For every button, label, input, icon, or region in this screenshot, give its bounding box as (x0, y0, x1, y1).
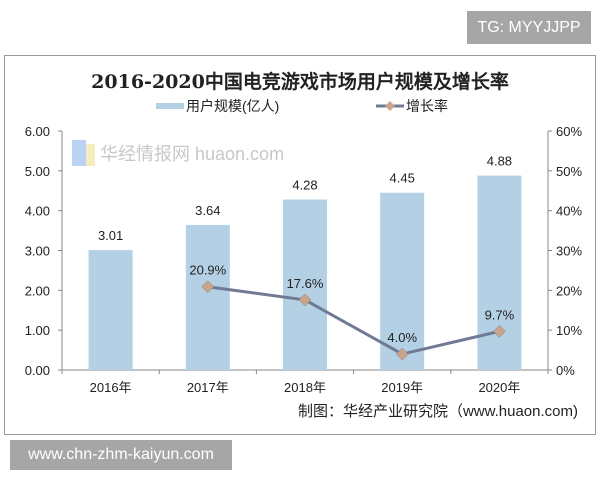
chart-title: 2016-2020中国电竞游戏市场用户规模及增长率 (91, 70, 509, 93)
growth-data-label: 20.9% (189, 263, 226, 278)
left-tick-label: 1.00 (25, 323, 50, 338)
growth-marker (395, 347, 409, 361)
x-tick-label: 2016年 (90, 380, 132, 395)
right-tick-label: 60% (556, 124, 582, 139)
tg-watermark-badge: TG: MYYJJPP (467, 11, 591, 44)
bar (477, 175, 522, 370)
legend-bar-label: 用户规模(亿人) (186, 98, 279, 114)
bar (380, 192, 425, 370)
right-tick-label: 50% (556, 164, 582, 179)
left-tick-label: 5.00 (25, 164, 50, 179)
bar-data-label: 3.01 (98, 228, 123, 243)
site-watermark-badge: www.chn-zhm-kaiyun.com (10, 440, 232, 470)
source-note: 制图：华经产业研究院（www.huaon.com) (298, 402, 578, 420)
growth-marker (298, 293, 312, 307)
legend-bar-swatch (156, 103, 184, 109)
left-tick-label: 3.00 (25, 244, 50, 259)
x-tick-label: 2018年 (284, 380, 326, 395)
bar-data-label: 3.64 (195, 203, 220, 218)
left-tick-label: 2.00 (25, 283, 50, 298)
watermark-text: 华经情报网 huaon.com (100, 144, 284, 164)
chart-frame (4, 55, 596, 435)
x-tick-label: 2017年 (187, 380, 229, 395)
bar-data-label: 4.45 (390, 171, 415, 186)
right-tick-label: 40% (556, 204, 582, 219)
growth-data-label: 17.6% (287, 276, 324, 291)
bar-data-label: 4.28 (292, 178, 317, 193)
left-tick-label: 4.00 (25, 204, 50, 219)
left-tick-label: 6.00 (25, 124, 50, 139)
growth-data-label: 4.0% (387, 330, 417, 345)
legend-line-label: 增长率 (406, 98, 448, 114)
bar (185, 225, 230, 370)
bar (283, 199, 327, 370)
legend-line-marker (385, 101, 395, 111)
bar (88, 250, 133, 370)
watermark-logo-icon (72, 140, 86, 166)
left-tick-label: 0.00 (25, 363, 50, 378)
bar-data-label: 4.88 (487, 154, 512, 169)
x-tick-label: 2020年 (478, 380, 520, 395)
right-tick-label: 0% (556, 363, 575, 378)
right-tick-label: 20% (556, 283, 582, 298)
growth-data-label: 9.7% (485, 307, 515, 322)
growth-marker (493, 325, 506, 338)
right-tick-label: 10% (556, 323, 582, 338)
growth-marker (201, 280, 215, 294)
watermark-logo-icon (86, 144, 95, 166)
growth-line (207, 285, 500, 356)
x-tick-label: 2019年 (381, 380, 423, 395)
right-tick-label: 30% (556, 244, 582, 259)
